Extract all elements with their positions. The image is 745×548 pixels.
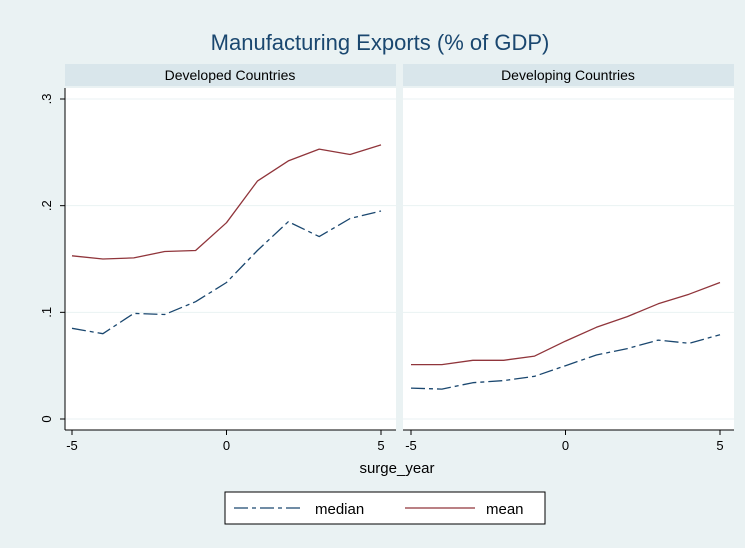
x-tick-label: 5: [377, 438, 384, 453]
panel-label-developed: Developed Countries: [165, 67, 296, 83]
series-line-mean: [71, 144, 382, 260]
y-axis-developed: 0 .1 .2 .3: [39, 88, 66, 430]
plot-area-developing: [403, 88, 734, 430]
y-tick-label: .2: [39, 200, 54, 211]
series-line-median: [71, 210, 382, 335]
grid-developing: [403, 98, 734, 420]
x-axis-label: surge_year: [359, 460, 434, 477]
x-tick-label: -5: [66, 438, 78, 453]
x-tick-label: 0: [562, 438, 569, 453]
series-developed: [71, 144, 382, 335]
series-line-mean: [411, 281, 721, 366]
x-tick-label: -5: [405, 438, 417, 453]
x-tick-label: 0: [223, 438, 230, 453]
y-tick-label: 0: [39, 415, 54, 422]
y-tick-label: .3: [39, 94, 54, 105]
grid-developed: [65, 98, 396, 420]
x-tick-label: 5: [716, 438, 723, 453]
chart-title: Manufacturing Exports (% of GDP): [211, 30, 550, 55]
legend-label-median: median: [315, 501, 364, 518]
legend: median mean: [224, 491, 546, 525]
y-tick-label: .1: [39, 307, 54, 318]
panel-header-developed: [65, 64, 396, 86]
panel-label-developing: Developing Countries: [501, 67, 635, 83]
x-axis-developed: -5 0 5: [65, 429, 396, 453]
panel-header-developing: [403, 64, 734, 86]
x-axis-developing: -5 0 5: [403, 429, 734, 453]
series-line-median: [410, 334, 721, 390]
legend-label-mean: mean: [486, 501, 524, 518]
panel-developing: Developing Countries -5 0 5: [403, 64, 734, 453]
series-developing: [410, 281, 721, 390]
panel-developed: Developed Countries 0 .1 .2 .3 -5 0 5: [39, 64, 396, 453]
